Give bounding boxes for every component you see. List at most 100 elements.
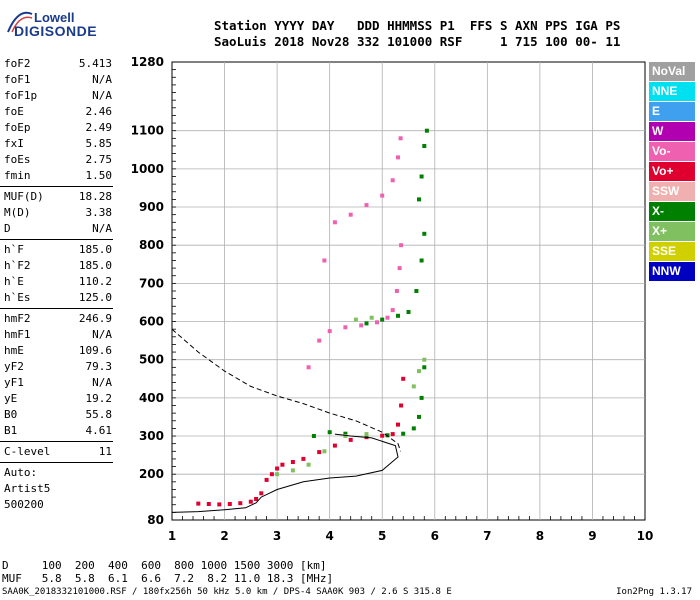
series-vo-point <box>217 502 222 507</box>
series-x-point <box>417 197 421 202</box>
series-vo-point <box>396 155 400 160</box>
footer-version: Ion2Png 1.3.17 <box>616 587 692 597</box>
legend-item-w: W <box>649 122 695 141</box>
x-tick-label: 2 <box>220 529 228 543</box>
param-value: 5.413 <box>78 57 112 70</box>
distance-row: D 100 200 400 600 800 1000 1500 3000 [km… <box>2 559 327 572</box>
series-x-point <box>364 432 369 437</box>
series-x-point <box>306 462 311 467</box>
param-row-he: h`E 110.2 <box>4 275 112 289</box>
param-name: h`F <box>4 243 24 256</box>
series-x-point <box>369 315 374 320</box>
y-tick-label: 500 <box>139 353 164 367</box>
series-vo-point <box>396 422 400 427</box>
series-x-point <box>322 449 327 454</box>
series-x-point <box>422 231 427 236</box>
series-vo-point <box>332 220 337 225</box>
series-vo-point <box>306 365 311 370</box>
series-x-point <box>380 317 385 322</box>
series-x-point <box>411 426 416 431</box>
param-value: N/A <box>92 222 112 235</box>
series-vo-point <box>397 266 402 271</box>
param-row-clevel: C-level 11 <box>4 445 112 459</box>
param-row-mufd: MUF(D) 18.28 <box>4 190 112 204</box>
y-tick-label: 800 <box>139 238 164 252</box>
series-vo-point <box>290 460 295 464</box>
param-value: 185.0 <box>78 243 112 256</box>
param-name: fmin <box>4 169 31 182</box>
param-value: 246.9 <box>78 312 112 325</box>
param-name: fxI <box>4 137 24 150</box>
x-tick-label: 4 <box>325 529 333 543</box>
series-profiledashed-line <box>171 328 402 452</box>
logo-lowell: Lowell <box>34 10 75 25</box>
legend-item-nne: NNE <box>649 82 695 101</box>
series-x-point <box>422 357 427 362</box>
param-value: 55.8 <box>85 408 113 421</box>
series-vo-point <box>206 502 211 506</box>
series-vo-point <box>332 443 337 448</box>
x-tick-label: 10 <box>637 529 654 543</box>
param-value: 5.85 <box>85 137 113 150</box>
param-value: 109.6 <box>78 344 112 357</box>
series-vo-point <box>248 499 253 504</box>
series-x-point <box>385 433 390 438</box>
series-vo-point <box>343 325 348 330</box>
param-row-b0: B0 55.8 <box>4 408 112 422</box>
legend-item-ssw: SSW <box>649 182 695 201</box>
param-row-md: M(D) 3.38 <box>4 206 112 220</box>
param-row-hf: h`F 185.0 <box>4 243 112 257</box>
logo-digisonde: DIGISONDE <box>14 23 98 39</box>
param-value: 19.2 <box>85 392 113 405</box>
param-name: foEs <box>4 153 31 166</box>
param-row-foe: foE 2.46 <box>4 105 112 119</box>
param-value: 11 <box>98 445 112 458</box>
series-vo-point <box>364 203 369 208</box>
x-tick-label: 1 <box>168 529 176 543</box>
x-tick-label: 3 <box>273 529 281 543</box>
auto-info-line2: Artist5 <box>4 482 51 495</box>
series-vo-point <box>317 450 322 455</box>
series-vo-point <box>390 178 395 183</box>
y-tick-label: 300 <box>139 429 164 443</box>
param-row-hes: h`Es 125.0 <box>4 291 112 305</box>
param-value: 185.0 <box>78 259 112 272</box>
legend-item-nnw: NNW <box>649 262 695 281</box>
series-vo-point <box>359 323 364 328</box>
series-vo-point <box>275 466 280 471</box>
series-x-point <box>327 430 332 435</box>
param-name: foF1p <box>4 89 38 102</box>
series-x-point <box>419 258 424 263</box>
muf-row: MUF 5.8 5.8 6.1 6.6 7.2 8.2 11.0 18.3 [M… <box>2 572 334 585</box>
y-tick-label: 80 <box>147 513 164 527</box>
header-line2: SaoLuis 2018 Nov28 332 101000 RSF 1 715 … <box>214 34 621 49</box>
series-x-point <box>414 289 419 293</box>
param-name: hmE <box>4 344 24 357</box>
series-x-point <box>417 369 421 374</box>
series-vo-point <box>238 501 243 506</box>
series-vo-point <box>348 437 353 442</box>
ionogram-chart: 1 2 3 4 5 6 7 8 9 10 80 200 300 400 500 600 700 800 900 100… <box>131 55 654 543</box>
param-value: 18.28 <box>78 190 112 203</box>
param-name: h`Es <box>4 291 31 304</box>
param-name: h`E <box>4 275 24 288</box>
param-name: C-level <box>4 445 51 458</box>
param-row-hmf1: hmF1 N/A <box>4 328 112 342</box>
param-name: MUF(D) <box>4 190 44 203</box>
series-profile-line <box>171 433 399 513</box>
series-x-point <box>396 313 400 318</box>
series-x-point <box>364 321 369 326</box>
param-row-foep: foEp 2.49 <box>4 121 112 135</box>
series-x-point <box>419 174 424 179</box>
legend-item-vo: Vo+ <box>649 162 695 181</box>
param-name: M(D) <box>4 206 31 219</box>
x-tick-label: 9 <box>588 529 596 543</box>
y-tick-label: 600 <box>139 315 164 329</box>
param-row-yf1: yF1 N/A <box>4 376 112 390</box>
param-value: N/A <box>92 73 112 86</box>
series-vo-point <box>401 376 406 381</box>
series-vo-point <box>301 456 306 461</box>
y-tick-label: 400 <box>139 391 164 405</box>
y-tick-label: 700 <box>139 276 164 290</box>
